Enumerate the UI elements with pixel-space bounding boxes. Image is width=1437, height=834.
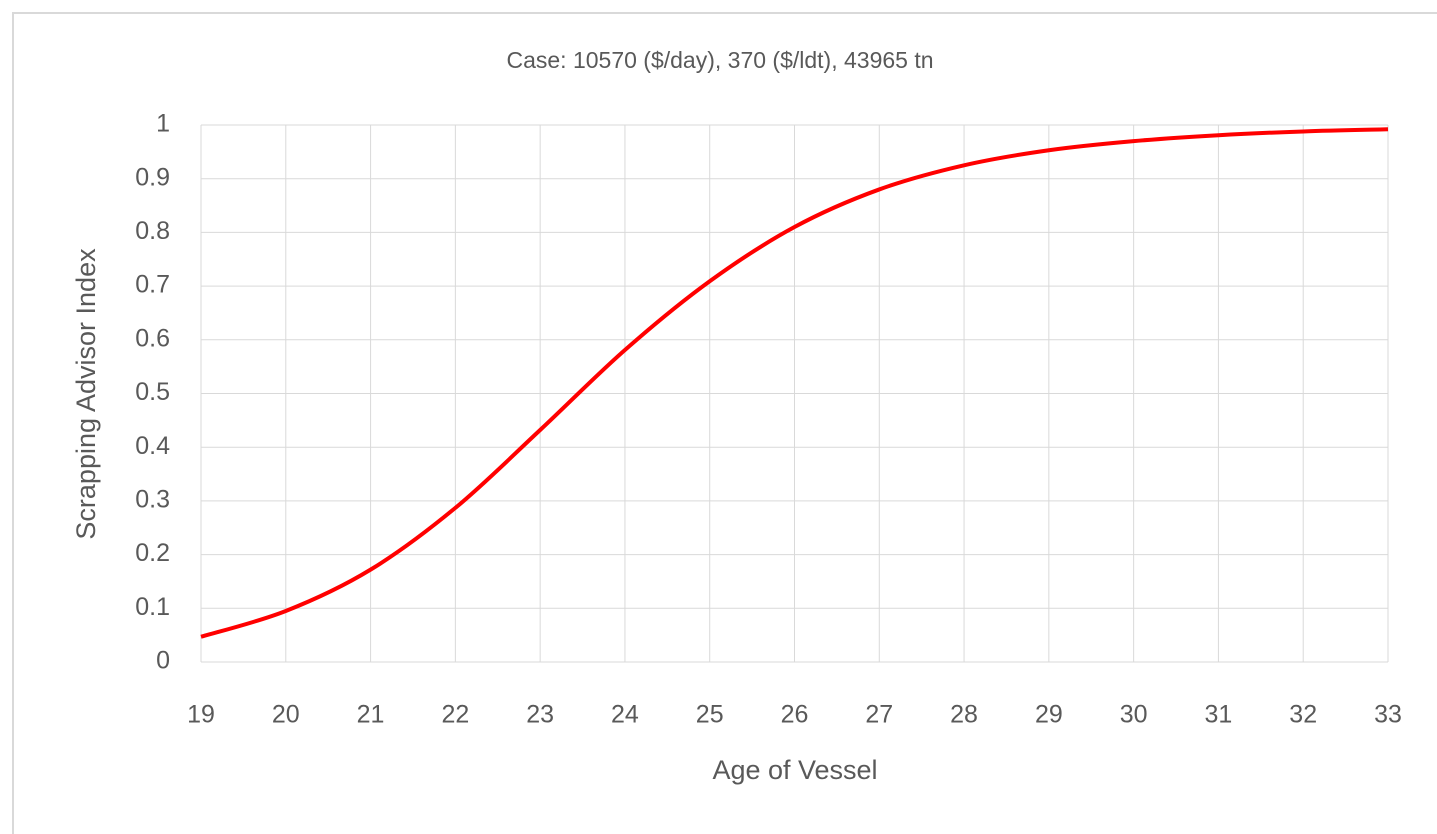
y-tick-label: 0.5 xyxy=(135,378,170,406)
y-tick-label: 0 xyxy=(156,647,170,675)
y-tick-label: 0.6 xyxy=(135,324,170,352)
chart-border xyxy=(12,12,1437,834)
x-tick-label: 23 xyxy=(526,701,554,729)
x-tick-label: 28 xyxy=(950,701,978,729)
y-tick-label: 0.8 xyxy=(135,217,170,245)
y-axis-title: Scrapping Advisor Index xyxy=(71,248,101,540)
x-tick-label: 21 xyxy=(357,701,385,729)
y-tick-label: 1 xyxy=(156,110,170,138)
data-line xyxy=(200,127,1389,639)
x-tick-label: 31 xyxy=(1205,701,1233,729)
x-tick-label: 27 xyxy=(865,701,893,729)
x-tick-label: 25 xyxy=(696,701,724,729)
x-tick-label: 29 xyxy=(1035,701,1063,729)
x-tick-label: 22 xyxy=(441,701,469,729)
x-tick-label: 30 xyxy=(1120,701,1148,729)
x-tick-label: 33 xyxy=(1374,701,1402,729)
x-tick-label: 20 xyxy=(272,701,300,729)
x-axis-title: Age of Vessel xyxy=(712,755,877,785)
y-tick-label: 0.1 xyxy=(135,593,170,621)
x-tick-label: 19 xyxy=(187,701,215,729)
x-tick-label: 26 xyxy=(781,701,809,729)
y-tick-label: 0.9 xyxy=(135,163,170,191)
x-tick-label: 32 xyxy=(1289,701,1317,729)
y-tick-label: 0.3 xyxy=(135,486,170,514)
y-tick-label: 0.2 xyxy=(135,539,170,567)
chart-title: Case: 10570 ($/day), 370 ($/ldt), 43965 … xyxy=(506,47,933,73)
y-tick-label: 0.7 xyxy=(135,271,170,299)
x-tick-label: 24 xyxy=(611,701,639,729)
y-tick-label: 0.4 xyxy=(135,432,170,460)
